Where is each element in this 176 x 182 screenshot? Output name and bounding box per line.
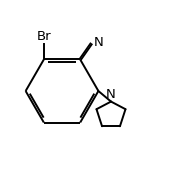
Text: N: N <box>94 36 103 49</box>
Text: N: N <box>106 88 116 101</box>
Text: Br: Br <box>36 30 51 43</box>
